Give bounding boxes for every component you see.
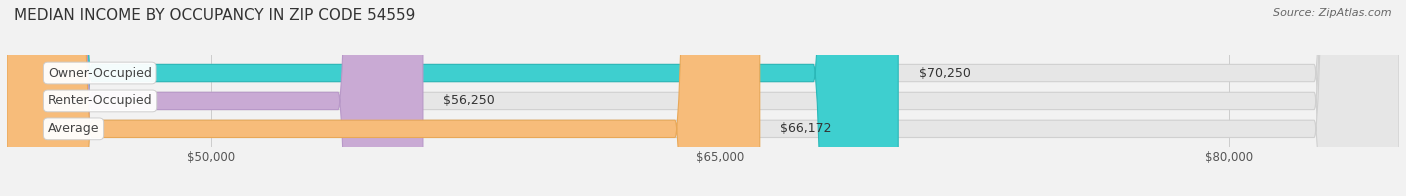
FancyBboxPatch shape xyxy=(7,0,898,196)
FancyBboxPatch shape xyxy=(7,0,1399,196)
FancyBboxPatch shape xyxy=(7,0,1399,196)
Text: $70,250: $70,250 xyxy=(918,66,970,80)
Text: Average: Average xyxy=(48,122,100,135)
Text: $66,172: $66,172 xyxy=(780,122,831,135)
FancyBboxPatch shape xyxy=(7,0,759,196)
Text: MEDIAN INCOME BY OCCUPANCY IN ZIP CODE 54559: MEDIAN INCOME BY OCCUPANCY IN ZIP CODE 5… xyxy=(14,8,415,23)
FancyBboxPatch shape xyxy=(7,0,423,196)
Text: $56,250: $56,250 xyxy=(443,94,495,107)
Text: Owner-Occupied: Owner-Occupied xyxy=(48,66,152,80)
Text: Renter-Occupied: Renter-Occupied xyxy=(48,94,152,107)
FancyBboxPatch shape xyxy=(7,0,1399,196)
Text: Source: ZipAtlas.com: Source: ZipAtlas.com xyxy=(1274,8,1392,18)
